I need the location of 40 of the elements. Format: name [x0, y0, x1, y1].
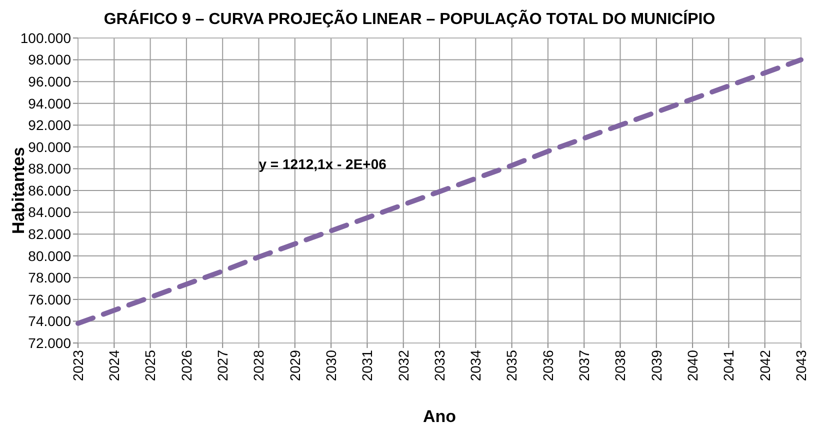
- x-tick-label: 2026: [178, 350, 194, 382]
- y-tick-label: 98.000: [28, 52, 72, 68]
- x-tick-label: 2024: [106, 350, 122, 382]
- x-tick-label: 2027: [214, 350, 230, 382]
- x-tick-label: 2034: [468, 350, 484, 382]
- chart-title: GRÁFICO 9 – CURVA PROJEÇÃO LINEAR – POPULAÇÃO TOTAL DO MUNICÍPIO: [104, 9, 716, 28]
- x-tick-label: 2041: [720, 350, 737, 382]
- x-tick-label: 2028: [250, 350, 267, 382]
- y-tick-label: 72.000: [28, 334, 72, 351]
- y-tick-label: 80.000: [28, 248, 72, 264]
- x-tick-label: 2032: [395, 350, 412, 382]
- x-tick-label: 2043: [792, 350, 809, 382]
- y-tick-label: 74.000: [28, 313, 72, 330]
- x-tick-label: 2038: [612, 350, 628, 382]
- x-axis-title: Ano: [422, 407, 456, 426]
- x-tick-label: 2042: [756, 350, 773, 382]
- x-tick-label: 2031: [359, 350, 376, 382]
- y-tick-label: 86.000: [28, 182, 72, 198]
- x-tick-label: 2033: [431, 350, 448, 382]
- annotation: y = 1212,1x - 2E+06: [258, 156, 387, 172]
- y-tick-label: 84.000: [28, 204, 72, 220]
- x-tick-label: 2025: [142, 350, 158, 382]
- x-tick-label: 2035: [504, 350, 520, 382]
- x-tick-label: 2036: [540, 350, 556, 382]
- x-tick-label: 2023: [70, 350, 86, 382]
- y-tick-label: 76.000: [28, 291, 72, 308]
- y-tick-label: 100.000: [20, 30, 72, 46]
- y-tick-label: 88.000: [28, 160, 72, 177]
- y-tick-label: 78.000: [28, 270, 72, 286]
- x-tick-label: 2037: [576, 350, 592, 382]
- y-tick-label: 94.000: [28, 95, 72, 112]
- x-tick-label: 2040: [684, 350, 700, 382]
- y-tick-label: 82.000: [28, 226, 72, 242]
- y-tick-label: 92.000: [28, 117, 72, 134]
- y-axis-title: Habitantes: [9, 147, 28, 234]
- x-tick-label: 2029: [286, 350, 303, 382]
- x-tick-label: 2039: [648, 350, 664, 382]
- y-tick-label: 90.000: [28, 138, 72, 155]
- x-tick-label: 2030: [322, 350, 339, 382]
- y-tick-label: 96.000: [28, 73, 72, 90]
